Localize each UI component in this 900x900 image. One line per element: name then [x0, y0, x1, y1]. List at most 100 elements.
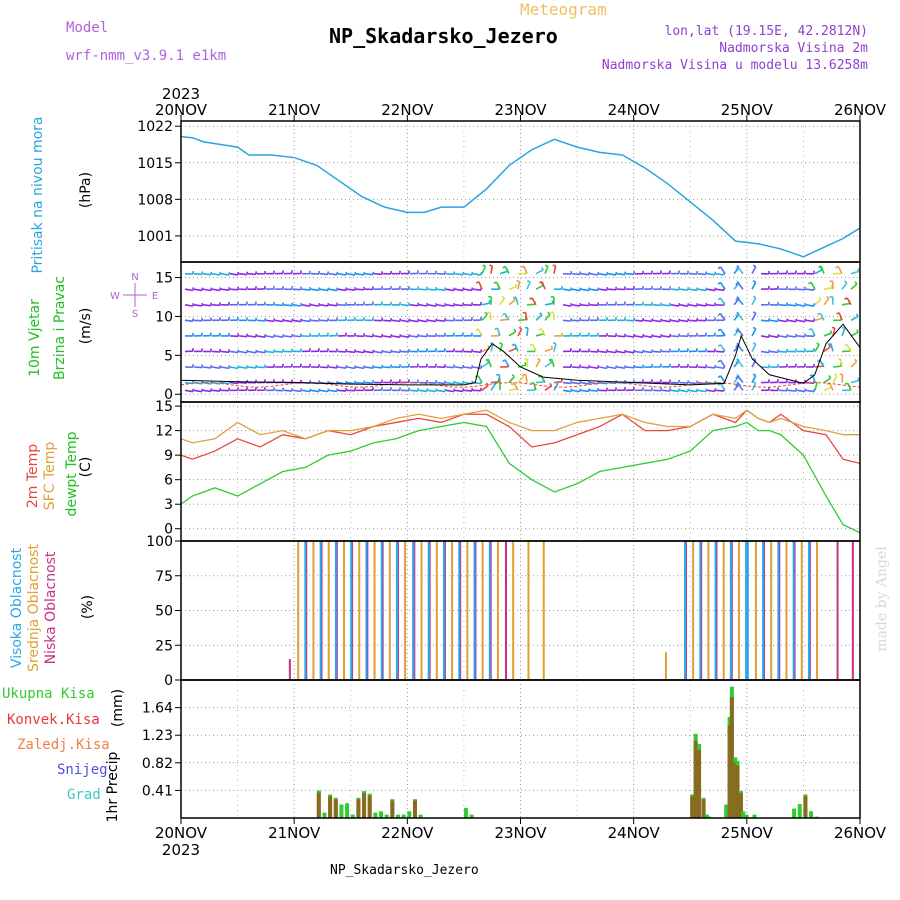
wind-barb — [652, 303, 662, 307]
wind-barb-flag — [696, 303, 699, 307]
lonlat-label: lon,lat (19.15E, 42.2812N) — [664, 24, 869, 39]
wind-barb-flag — [527, 279, 531, 283]
wind-barb-flag — [550, 345, 554, 349]
wind-barb — [220, 366, 230, 370]
wind-barb — [524, 312, 528, 321]
wind-barb — [202, 381, 212, 385]
wind-barb — [832, 365, 842, 368]
wind-barb — [796, 389, 806, 393]
x-tick-label-top: 20NOV — [155, 101, 208, 119]
wind-barb — [310, 319, 320, 322]
wind-barb-flag — [735, 360, 739, 364]
wind-barb — [418, 335, 428, 338]
y-tick-label: 0.41 — [142, 783, 173, 799]
wind-barb — [751, 312, 757, 321]
wind-barb — [580, 381, 590, 385]
wind-barb — [706, 272, 716, 276]
wind-barb — [850, 379, 859, 384]
wind-barb — [580, 366, 590, 369]
wind-barb — [337, 366, 347, 370]
wind-barb — [823, 386, 832, 392]
wind-barb — [706, 389, 716, 393]
cloud-bar — [481, 541, 484, 680]
cloud-bar — [358, 541, 361, 680]
wind-barb — [346, 288, 356, 291]
wind-barb — [445, 303, 455, 307]
wind-barb-flag — [606, 365, 609, 369]
wind-barb — [850, 360, 858, 368]
panel-frame — [180, 120, 861, 263]
wind-barb-flag — [228, 271, 231, 276]
wind-barb — [751, 297, 757, 306]
wind-barb — [607, 366, 617, 370]
y-tick-label: 1022 — [137, 119, 173, 135]
y-tick-label: 15 — [155, 399, 173, 415]
wind-barb — [661, 319, 671, 323]
wind-barb — [495, 281, 501, 290]
wind-barb-flag — [735, 344, 739, 348]
wind-barb — [571, 366, 581, 369]
compass-icon: NW E S — [110, 272, 158, 320]
wind-barb-flag — [494, 327, 498, 330]
cloud-bar — [420, 541, 423, 680]
wind-barb — [508, 376, 515, 384]
wind-barb-flag — [502, 312, 506, 316]
wind-barb — [463, 288, 473, 292]
wind-barb — [229, 288, 239, 291]
wind-barb — [544, 347, 553, 353]
cloud-bar — [312, 541, 315, 680]
precip-bar — [797, 803, 802, 818]
wind-barb-flag — [246, 349, 249, 353]
wind-barb — [427, 381, 437, 385]
precip-bar — [396, 814, 401, 818]
wind-barb — [805, 303, 815, 307]
wind-barb-flag — [857, 377, 860, 381]
wind-barb — [544, 313, 551, 321]
wind-barb — [850, 283, 858, 290]
precip-bar — [345, 803, 350, 818]
wind-barb — [202, 366, 212, 369]
wind-barb — [580, 288, 590, 292]
precip-bar-conv — [693, 740, 698, 818]
wind-barb-flag — [462, 380, 465, 385]
wind-barb — [523, 265, 528, 274]
wind-barb — [400, 303, 410, 307]
wind-barb — [436, 389, 446, 393]
wind-barb — [823, 332, 832, 337]
wind-barb-flag — [549, 382, 553, 387]
wind-barb — [737, 282, 744, 290]
wind-barb — [283, 303, 293, 307]
wind-barb — [301, 288, 311, 291]
wind-barb — [454, 366, 464, 369]
wind-barb — [661, 303, 671, 307]
wind-barb-flag — [687, 303, 690, 307]
precip-bar-conv — [701, 799, 706, 818]
wind-barb — [805, 319, 815, 323]
x-tick-label-top: 24NOV — [608, 101, 661, 119]
precip-bar — [792, 808, 797, 818]
wind-barb — [418, 389, 428, 393]
wind-barb-flag — [552, 342, 557, 345]
wind-barb — [229, 350, 239, 354]
wind-barb — [193, 288, 203, 292]
wind-barb-flag — [318, 303, 321, 307]
wind-barb — [751, 375, 757, 383]
wind-barb — [760, 335, 770, 339]
wind-barb — [589, 389, 599, 392]
wind-barb-flag — [345, 380, 348, 385]
wind-barb-flag — [475, 328, 479, 331]
wind-barb — [238, 272, 248, 276]
wind-barb — [616, 272, 626, 276]
wind-barb — [571, 381, 581, 385]
wind-barb — [328, 288, 338, 292]
wind-barb-flag — [818, 296, 822, 301]
wind-barb — [364, 272, 374, 276]
wind-barb-flag — [363, 365, 366, 369]
wind-barb — [355, 350, 365, 354]
precip-bar-conv — [738, 793, 743, 818]
wind-barb-flag — [537, 357, 541, 361]
wind-barb — [337, 272, 347, 276]
wind-barb-flag — [855, 313, 859, 317]
cloud-bar — [388, 541, 391, 680]
wind-barb — [427, 288, 437, 291]
